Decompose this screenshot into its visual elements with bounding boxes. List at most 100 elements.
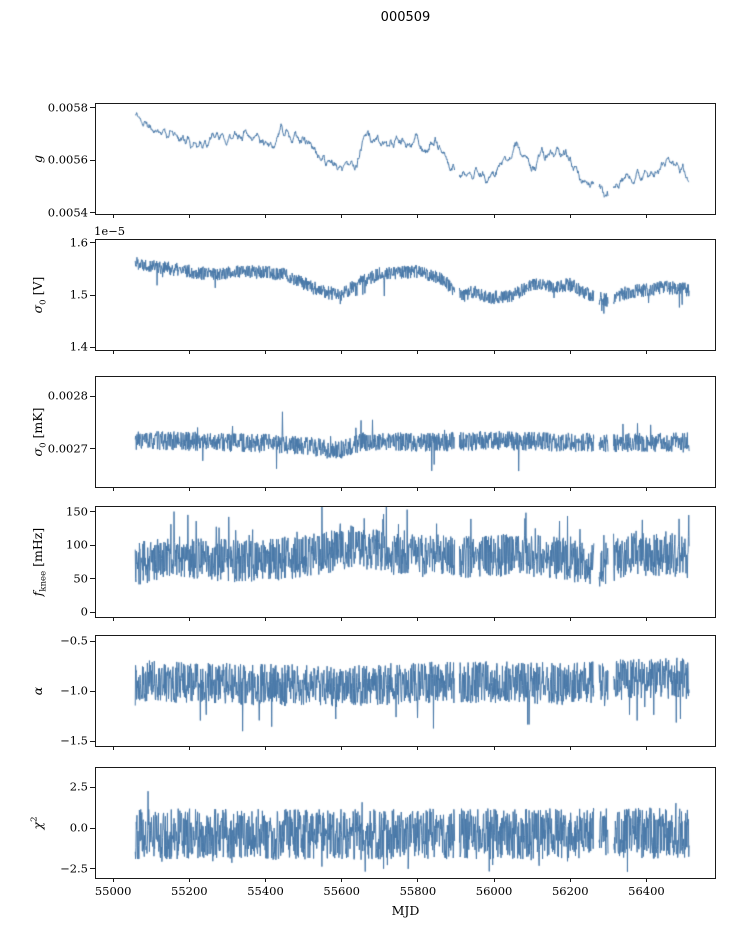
x-tick-mark xyxy=(645,214,647,218)
panel-chi2: χ2 −2.5 0.0 2.5 xyxy=(30,767,716,882)
x-tick-mark xyxy=(645,878,647,882)
x-tick-mark xyxy=(341,746,343,750)
y-tick-label: 1.4 xyxy=(69,339,88,354)
x-tick-mark xyxy=(112,350,114,354)
plot-canvas-fknee xyxy=(96,507,715,617)
x-tick-mark xyxy=(417,214,419,218)
x-tick-mark xyxy=(493,214,495,218)
y-tick-mark xyxy=(90,868,95,870)
y-tick-mark xyxy=(90,294,95,296)
y-tick-mark xyxy=(90,690,95,692)
x-tick-mark xyxy=(265,350,266,354)
panel-alpha: α −1.5 −1.0 −0.5 xyxy=(30,635,716,750)
x-tick-mark xyxy=(493,746,495,750)
y-tick-label: 150 xyxy=(66,503,88,518)
y-tick-mark xyxy=(90,611,95,613)
plot-canvas-g xyxy=(96,104,715,214)
x-tick-mark xyxy=(265,214,266,218)
y-tick-label: 100 xyxy=(66,537,88,552)
x-tick-mark xyxy=(417,746,419,750)
x-tick-mark xyxy=(645,350,647,354)
x-tick-mark xyxy=(569,214,571,218)
y-label-text: σ xyxy=(29,304,45,314)
y-tick-mark xyxy=(90,448,95,450)
y-label-unit: [mK] xyxy=(29,407,45,443)
panel-sigma0-mk: σ0 [mK] 0.0027 0.0028 xyxy=(30,376,716,491)
y-tick-label: 1.6 xyxy=(69,234,88,249)
x-tick-mark xyxy=(341,214,343,218)
y-axis-offset-label: 1e−5 xyxy=(94,224,126,238)
y-tick-mark xyxy=(90,640,95,642)
x-tick-mark xyxy=(341,878,343,882)
x-tick-label: 56400 xyxy=(628,884,665,898)
y-axis-label-alpha: α xyxy=(30,687,49,695)
y-tick-label: −1.5 xyxy=(60,733,88,748)
y-tick-mark xyxy=(90,544,95,546)
x-tick-mark xyxy=(188,487,190,491)
y-tick-label: 1.5 xyxy=(69,287,88,302)
x-tick-label: 55800 xyxy=(399,884,437,898)
y-tick-mark xyxy=(90,159,95,161)
y-label-sub: knee xyxy=(38,570,49,592)
x-tick-mark xyxy=(112,487,114,491)
x-tick-mark xyxy=(569,746,571,750)
x-tick-mark xyxy=(188,878,190,882)
y-label-unit: [mHz] xyxy=(29,527,45,571)
y-tick-label: 0.0027 xyxy=(47,441,88,456)
x-tick-mark xyxy=(417,487,419,491)
y-label-text: σ xyxy=(29,447,45,457)
x-tick-mark xyxy=(188,617,190,621)
x-tick-mark xyxy=(417,878,419,882)
x-tick-mark xyxy=(265,617,266,621)
y-tick-label: −0.5 xyxy=(60,633,88,648)
x-tick-mark xyxy=(341,487,343,491)
x-tick-mark xyxy=(493,350,495,354)
plot-canvas-sigma0-v xyxy=(96,240,715,350)
y-tick-label: 50 xyxy=(73,571,88,586)
x-tick-mark xyxy=(188,350,190,354)
y-axis-label-g: g xyxy=(30,155,49,163)
y-tick-mark xyxy=(90,242,95,244)
x-tick-label: 55600 xyxy=(323,884,360,898)
y-axis-label-fknee: fknee [mHz] xyxy=(30,528,49,596)
y-tick-label: 0.0054 xyxy=(47,204,88,219)
y-tick-mark xyxy=(90,740,95,742)
y-label-text: g xyxy=(29,154,45,164)
y-label-text: f xyxy=(29,591,45,597)
y-tick-mark xyxy=(90,511,95,513)
panel-g: g 0.0054 0.0056 0.0058 xyxy=(30,102,716,218)
x-tick-mark xyxy=(417,350,419,354)
y-tick-mark xyxy=(90,212,95,214)
x-tick-mark xyxy=(645,746,647,750)
plot-canvas-alpha xyxy=(96,636,715,746)
y-tick-mark xyxy=(90,346,95,348)
x-tick-mark xyxy=(112,746,114,750)
x-tick-mark xyxy=(265,487,266,491)
y-label-unit: [V] xyxy=(29,276,45,300)
y-tick-mark xyxy=(90,578,95,580)
x-tick-mark xyxy=(112,878,114,882)
panel-sigma0-v: 1e−5 σ0 [V] 1.4 1.5 1.6 xyxy=(30,224,716,354)
x-tick-mark xyxy=(188,214,190,218)
y-tick-label: 0 xyxy=(80,604,88,619)
x-axis-label: MJD xyxy=(391,903,420,918)
x-tick-labels: 55000 55200 55400 55600 55800 56000 56200 56400 xyxy=(94,884,715,898)
x-tick-mark xyxy=(569,878,571,882)
chart-title: 000509 xyxy=(380,10,431,25)
x-tick-mark xyxy=(493,487,495,491)
x-tick-label: 55000 xyxy=(94,884,132,898)
y-tick-mark xyxy=(90,107,95,109)
x-tick-mark xyxy=(265,878,266,882)
panel-fknee: fknee [mHz] 0 50 100 150 xyxy=(30,505,716,621)
x-tick-mark xyxy=(417,617,419,621)
x-tick-mark xyxy=(569,487,571,491)
y-tick-label: 0.0056 xyxy=(47,152,88,167)
plot-canvas-sigma0-mk xyxy=(96,377,715,487)
x-tick-mark xyxy=(341,617,343,621)
plot-canvas-chi2 xyxy=(96,768,715,878)
y-tick-label: 0.0058 xyxy=(47,100,88,115)
x-tick-mark xyxy=(112,617,114,621)
y-label-text: α xyxy=(29,686,45,696)
y-axis-label-chi2: χ2 xyxy=(30,817,49,830)
y-axis-label-sigma0-mk: σ0 [mK] xyxy=(30,408,49,457)
